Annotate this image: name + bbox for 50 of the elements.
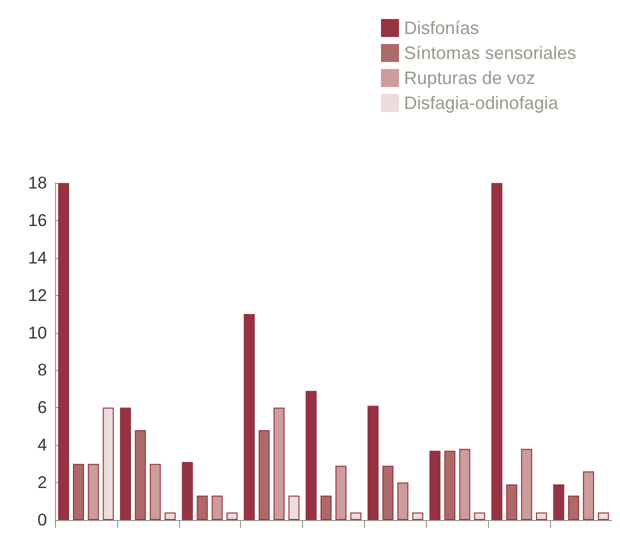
bar — [350, 512, 362, 520]
bar — [429, 450, 440, 520]
bar — [582, 471, 594, 520]
bar — [553, 484, 564, 520]
bar — [506, 484, 518, 520]
bar — [444, 450, 456, 520]
bar — [491, 183, 502, 520]
bar — [182, 462, 193, 520]
bar — [382, 466, 394, 520]
y-tick-label: 12 — [28, 286, 47, 305]
y-tick-label: 18 — [28, 174, 47, 192]
bar — [150, 464, 161, 520]
bar — [88, 464, 99, 520]
y-tick-label: 14 — [28, 248, 47, 268]
bar — [212, 496, 223, 520]
y-tick-label: 16 — [28, 210, 47, 230]
legend-label: Síntomas sensoriales — [404, 43, 576, 63]
bar — [412, 512, 424, 520]
bar — [536, 512, 548, 520]
bar — [244, 314, 255, 520]
y-tick-label: 8 — [38, 360, 47, 380]
legend-label: Rupturas de voz — [404, 68, 536, 88]
bar — [120, 408, 132, 520]
y-tick-label: 2 — [38, 473, 47, 492]
bar — [474, 512, 486, 520]
y-tick-label: 10 — [28, 323, 47, 342]
bar — [258, 430, 270, 520]
bar — [320, 496, 332, 520]
bar — [306, 390, 317, 520]
bar — [226, 512, 238, 520]
y-tick-label: 0 — [38, 510, 47, 530]
bar — [397, 482, 408, 520]
legend-label: Disfagia-odinofagia — [404, 93, 560, 113]
bar — [102, 408, 114, 520]
bar — [521, 448, 532, 520]
bar — [335, 466, 346, 520]
legend-label: Disfonías — [404, 18, 480, 38]
bar — [58, 183, 70, 520]
bar — [72, 464, 84, 520]
bar — [568, 496, 580, 520]
bar — [134, 430, 146, 520]
bar — [459, 448, 470, 520]
bar — [598, 512, 609, 520]
bar — [288, 496, 300, 520]
bar — [368, 406, 379, 520]
bar — [164, 512, 176, 520]
y-tick-label: 6 — [38, 398, 47, 418]
bar — [274, 408, 285, 520]
bar — [196, 496, 208, 520]
y-tick-label: 4 — [38, 436, 47, 455]
